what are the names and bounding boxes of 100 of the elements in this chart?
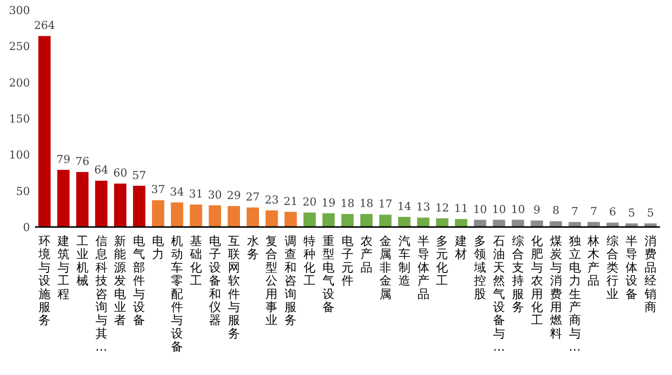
x-tick-label: 水务: [246, 234, 259, 262]
data-label: 57: [132, 168, 146, 182]
data-label: 13: [416, 200, 430, 214]
x-tick-label: 综合支持服务: [512, 234, 524, 314]
x-tick-label: 电气部件与设备: [133, 234, 146, 328]
x-tick-label: 多领域控股: [473, 234, 486, 301]
data-label: 64: [94, 164, 108, 177]
data-label: 29: [226, 189, 241, 202]
data-label: 7: [590, 204, 598, 218]
bar: [568, 222, 581, 227]
bar: [360, 214, 373, 227]
x-tick-label: 多元化工: [436, 234, 448, 288]
data-label: 21: [284, 194, 298, 208]
bar: [284, 212, 297, 227]
data-label: 10: [473, 202, 488, 216]
bar: [322, 213, 335, 227]
data-label: 5: [647, 206, 654, 220]
bar: [454, 219, 468, 227]
bar: [114, 184, 126, 227]
bar: [530, 220, 544, 227]
category-label: 石油天然气设备与…: [493, 234, 506, 354]
x-tick-label: 新能源发电业者: [114, 234, 126, 328]
x-tick-label: 重型电气设备: [322, 234, 335, 314]
bar: [550, 221, 562, 227]
bar: [152, 200, 164, 227]
x-tick-label: 电子设备和仪器: [208, 234, 221, 328]
x-tick-label: 环境与设施服务: [37, 234, 50, 328]
x-tick-label: 林木产品: [586, 234, 600, 288]
bar: [341, 214, 354, 227]
x-tick-label: 化肥与农用化工: [530, 234, 543, 328]
bar: [246, 207, 259, 227]
bar: [170, 202, 184, 227]
x-tick-label: 电子元件: [342, 234, 354, 288]
data-label: 27: [246, 190, 260, 204]
y-tick-label: 200: [9, 76, 30, 90]
bar: [228, 206, 240, 227]
data-label: 6: [609, 206, 616, 219]
x-tick-label: 金属非金属: [379, 234, 392, 301]
data-label: 11: [454, 202, 468, 216]
bar: [303, 212, 316, 227]
x-tick-label: 消费品经销商: [644, 234, 657, 314]
bar: [588, 222, 600, 227]
y-tick-label: 300: [9, 4, 30, 17]
data-label: 17: [378, 198, 392, 211]
bar: [95, 180, 108, 227]
data-label: 19: [322, 196, 336, 210]
x-tick-label: 煤炭与消费用燃料: [550, 234, 562, 340]
data-label: 18: [340, 196, 354, 210]
y-tick-label: 250: [9, 40, 30, 54]
data-label: 76: [75, 155, 90, 168]
x-tick-label: 建材: [454, 234, 468, 262]
y-tick-label: 150: [9, 112, 30, 126]
bar: [190, 204, 202, 227]
y-tick-label: 50: [16, 184, 30, 198]
bar: [208, 205, 222, 227]
data-label: 9: [533, 203, 540, 216]
x-tick-label: 汽车制造: [398, 234, 410, 288]
data-label: 37: [151, 183, 166, 196]
category-label: 机动车零配件与设备: [171, 234, 184, 354]
x-tick-label: 半导体产品: [417, 234, 430, 301]
category-label: 独立电力生产商与…: [568, 234, 581, 354]
bar: [76, 172, 89, 227]
x-tick-label: 复合型公用事业: [266, 234, 278, 328]
data-label: 60: [113, 166, 128, 180]
x-tick-label: 农产品: [360, 234, 372, 274]
x-tick-label: 电力: [152, 234, 164, 262]
data-label: 79: [56, 152, 70, 166]
data-label: 31: [188, 188, 203, 201]
bar: [38, 36, 51, 227]
data-label: 10: [492, 202, 506, 216]
x-tick-label: 建筑与工程: [56, 234, 70, 301]
data-label: 20: [302, 196, 317, 209]
x-tick-label: 基础化工: [188, 234, 202, 288]
x-tick-label: 工业机械: [76, 234, 88, 288]
data-label: 23: [264, 193, 279, 206]
data-label: 18: [359, 196, 374, 210]
x-tick-label: 特种化工: [304, 234, 316, 288]
data-label: 12: [435, 201, 450, 214]
y-tick-label: 0: [23, 221, 30, 234]
category-label: 信息科技咨询与其…: [95, 234, 108, 354]
x-tick-label: 半导体设备: [626, 234, 638, 301]
data-label: 30: [208, 188, 222, 202]
bar: [398, 216, 410, 227]
data-label: 34: [170, 185, 184, 198]
bar: [133, 186, 146, 227]
data-label: 264: [34, 19, 55, 32]
bar: [436, 218, 448, 227]
data-label: 14: [397, 200, 412, 213]
data-label: 5: [628, 206, 636, 220]
data-label: 10: [510, 202, 525, 216]
bar: [417, 218, 430, 227]
x-tick-label: 互联网软件与服务: [228, 234, 240, 340]
x-tick-label: 综合类行业: [606, 234, 619, 301]
bar: [57, 170, 70, 227]
data-label: 8: [552, 204, 560, 218]
y-tick-label: 100: [9, 148, 30, 162]
bar: [266, 210, 278, 227]
bar: [379, 214, 392, 227]
x-tick-label: 调查和咨询服务: [284, 234, 297, 328]
data-label: 7: [571, 204, 578, 218]
